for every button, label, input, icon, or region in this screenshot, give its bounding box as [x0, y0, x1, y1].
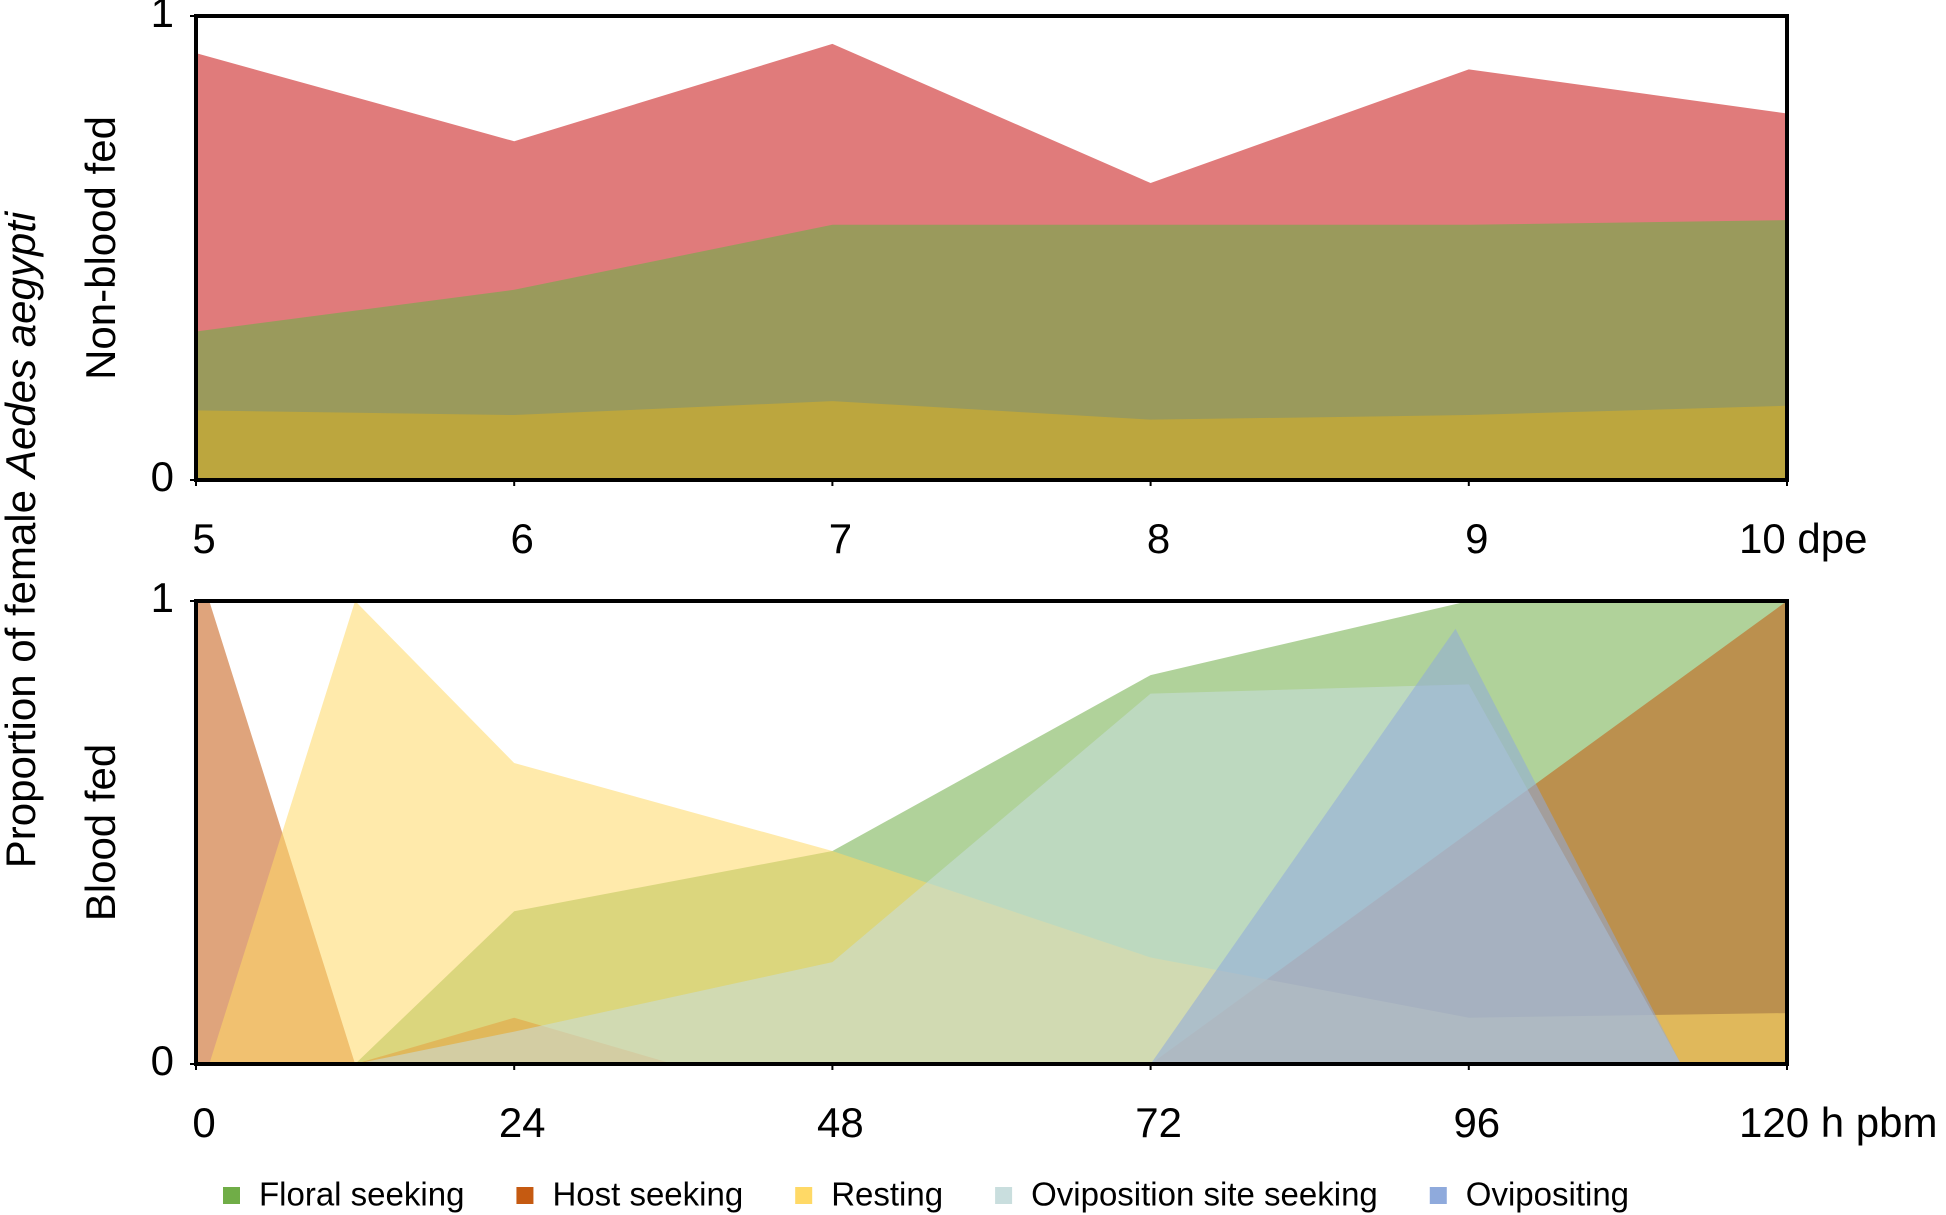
- x-tick-label: 10 dpe: [1739, 515, 1867, 562]
- area: [1150, 628, 1681, 1064]
- legend-label: Floral seeking: [259, 1176, 464, 1213]
- legend-swatch: [223, 1187, 240, 1204]
- x-tick-label: 120 h pbm: [1739, 1099, 1937, 1146]
- y-tick-label: 0: [151, 1037, 174, 1084]
- legend-swatch: [516, 1187, 534, 1204]
- legend-label: Ovipositing: [1466, 1176, 1629, 1213]
- y-label-species: Aedes aegypti: [0, 210, 44, 481]
- x-tick-label: 48: [817, 1099, 864, 1146]
- area: [196, 401, 1787, 480]
- x-tick-label: 0: [192, 1099, 215, 1146]
- legend-label: Resting: [831, 1176, 943, 1213]
- y-label-text: Proportion of female: [0, 490, 44, 868]
- x-tick-label: 96: [1453, 1099, 1500, 1146]
- panel-frame: [194, 599, 1789, 1066]
- y-axis-label: Blood fed: [77, 744, 124, 921]
- shared-y-label: Proportion of female Aedes aegypti: [0, 210, 44, 868]
- x-tick-label: 7: [829, 515, 852, 562]
- legend-swatch: [795, 1187, 813, 1204]
- y-tick-label: 1: [151, 0, 174, 36]
- legend-label: Oviposition site seeking: [1031, 1176, 1378, 1213]
- x-tick-label: 6: [511, 515, 534, 562]
- area: [209, 601, 1787, 1064]
- plot-area: [196, 601, 1787, 1064]
- y-tick-label: 0: [151, 453, 174, 500]
- legend-label: Host seeking: [552, 1176, 743, 1213]
- x-tick-label: 8: [1147, 515, 1170, 562]
- y-tick-label: 1: [151, 574, 174, 621]
- x-tick-label: 9: [1465, 515, 1488, 562]
- x-tick-label: 5: [192, 515, 215, 562]
- legend-swatch: [1429, 1187, 1447, 1204]
- x-tick-label: 72: [1135, 1099, 1182, 1146]
- legend-swatch: [995, 1187, 1013, 1204]
- plot-area: [196, 43, 1787, 480]
- y-axis-label: Non-blood fed: [77, 116, 124, 380]
- x-tick-label: 24: [499, 1099, 546, 1146]
- panel-frame: [194, 14, 1789, 482]
